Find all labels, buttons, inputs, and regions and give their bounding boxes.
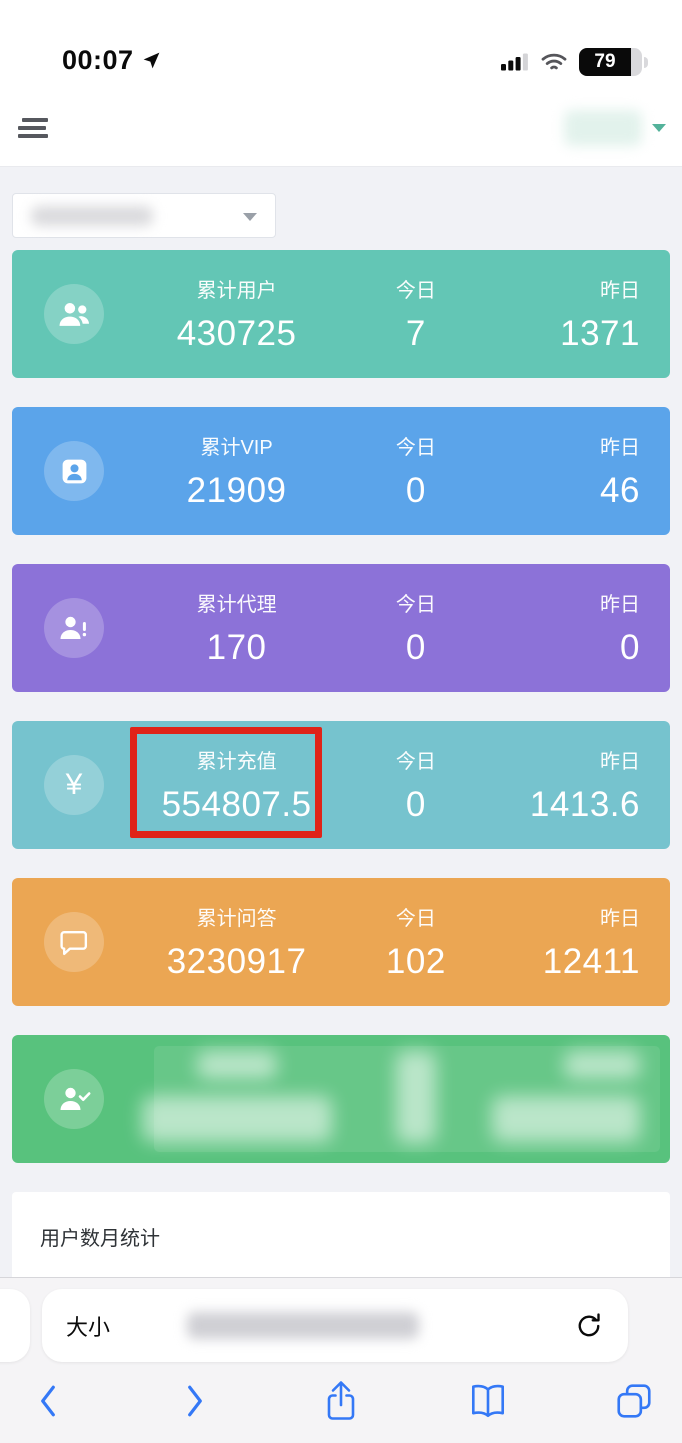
safari-toolbar: 大小: [0, 1277, 682, 1443]
redacted-value: [141, 1096, 332, 1142]
status-bar: 00:07 79: [0, 0, 682, 90]
card-label: 累计VIP: [200, 437, 273, 459]
forward-button[interactable]: [171, 1377, 219, 1425]
stat-card-agents: 累计代理 170 今日 0 昨日 0: [12, 564, 670, 692]
yesterday-value: 0: [620, 628, 640, 667]
yesterday-label: 昨日: [599, 437, 640, 459]
dashboard-body: 累计用户 430725 今日 7 昨日 1371 累计VI: [0, 167, 682, 1163]
id-badge-icon: [44, 441, 104, 501]
adjacent-tab-fragment[interactable]: [0, 1289, 30, 1362]
user-check-icon: [44, 1069, 104, 1129]
card-value: 554807.5: [161, 785, 312, 824]
card-label: 累计充值: [196, 751, 277, 773]
yesterday-label: 昨日: [599, 751, 640, 773]
card-label: 累计问答: [196, 908, 277, 930]
redacted-value: [395, 1050, 436, 1143]
today-value: 0: [405, 628, 426, 667]
user-dropdown[interactable]: [564, 110, 666, 146]
card-value: 170: [206, 628, 267, 667]
caret-down-icon: [652, 124, 666, 132]
yuan-icon: ¥: [44, 755, 104, 815]
battery-icon: 79: [579, 48, 648, 76]
redacted-value: [491, 1096, 640, 1142]
wifi-icon: [541, 53, 567, 72]
yesterday-label: 昨日: [599, 280, 640, 302]
username-redacted: [564, 110, 642, 146]
card-label: 累计用户: [196, 280, 277, 302]
battery-level: 79: [579, 48, 631, 76]
chat-bubble-icon: [44, 912, 104, 972]
app-header: [0, 90, 682, 167]
tabs-icon[interactable]: [610, 1377, 658, 1425]
yesterday-value: 12411: [542, 942, 640, 981]
today-label: 今日: [395, 751, 436, 773]
today-value: 7: [405, 314, 426, 353]
stat-card-recharge: ¥ 累计充值 554807.5 今日 0 昨日 1413.6: [12, 721, 670, 849]
location-arrow-icon: [141, 50, 162, 71]
caret-down-icon: [243, 213, 257, 221]
card-value: 430725: [176, 314, 297, 353]
stat-card-qa: 累计问答 3230917 今日 102 昨日 12411: [12, 878, 670, 1006]
yesterday-label: 昨日: [599, 908, 640, 930]
card-label: 累计代理: [196, 594, 277, 616]
users-icon: [44, 284, 104, 344]
status-time: 00:07: [62, 45, 134, 75]
hamburger-icon[interactable]: [18, 114, 52, 143]
url-redacted: [187, 1312, 420, 1339]
today-label: 今日: [395, 908, 436, 930]
yesterday-value: 1371: [560, 314, 640, 353]
stat-card-users: 累计用户 430725 今日 7 昨日 1371: [12, 250, 670, 378]
redacted-label: [196, 1051, 277, 1079]
card-value: 21909: [186, 471, 287, 510]
select-value-redacted: [31, 205, 153, 226]
today-label: 今日: [395, 594, 436, 616]
cellular-signal-icon: [501, 53, 529, 71]
reload-icon[interactable]: [574, 1311, 604, 1341]
today-label: 今日: [395, 437, 436, 459]
yesterday-value: 46: [600, 471, 640, 510]
today-value: 0: [405, 785, 426, 824]
filter-select[interactable]: [12, 193, 276, 238]
stat-card-vip: 累计VIP 21909 今日 0 昨日 46: [12, 407, 670, 535]
share-icon[interactable]: [317, 1377, 365, 1425]
address-bar[interactable]: 大小: [42, 1289, 628, 1362]
text-size-button[interactable]: 大小: [66, 1314, 111, 1340]
panel-title: 用户数月统计: [40, 1228, 160, 1250]
today-value: 102: [385, 942, 446, 981]
back-button[interactable]: [24, 1377, 72, 1425]
stat-card-redacted: [12, 1035, 670, 1163]
redacted-label: [563, 1051, 640, 1079]
today-label: 今日: [395, 280, 436, 302]
yesterday-label: 昨日: [599, 594, 640, 616]
user-alert-icon: [44, 598, 104, 658]
yesterday-value: 1413.6: [529, 785, 640, 824]
card-value: 3230917: [166, 942, 307, 981]
today-value: 0: [405, 471, 426, 510]
bookmarks-icon[interactable]: [464, 1377, 512, 1425]
